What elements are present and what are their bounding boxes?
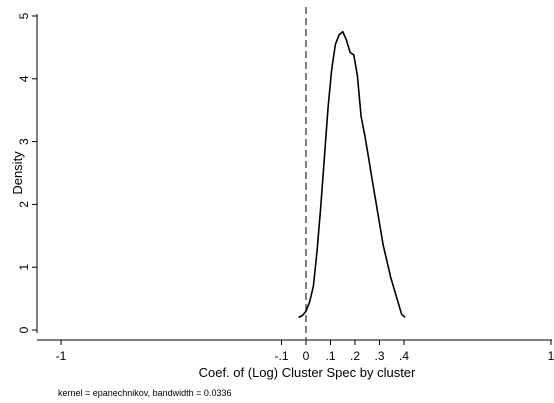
x-tick-label: -1 [56, 349, 67, 363]
y-tick-label: 1 [17, 264, 31, 271]
x-tick-label: 0 [303, 349, 310, 363]
x-tick-label: .3 [374, 349, 384, 363]
y-axis-title: Density [10, 151, 25, 195]
y-tick-label: 5 [17, 12, 31, 19]
axes [36, 14, 552, 341]
density-curve [298, 30, 406, 319]
y-axis-ticks: 0 1 2 3 4 5 [17, 12, 37, 333]
y-tick-label: 3 [17, 138, 31, 145]
x-axis-ticks: -1 -.1 0 .1 .2 .3 .4 1 [56, 340, 554, 363]
x-axis-title: Coef. of (Log) Cluster Spec by cluster [199, 365, 416, 380]
x-tick-label: -.1 [274, 349, 288, 363]
x-tick-label: .1 [325, 349, 335, 363]
x-tick-label: 1 [548, 349, 554, 363]
kernel-note: kernel = epanechnikov, bandwidth = 0.033… [58, 388, 231, 398]
y-tick-label: 4 [17, 75, 31, 82]
y-tick-label: 0 [17, 326, 31, 333]
x-tick-label: .4 [399, 349, 409, 363]
x-tick-label: .2 [350, 349, 360, 363]
y-tick-label: 2 [17, 201, 31, 208]
